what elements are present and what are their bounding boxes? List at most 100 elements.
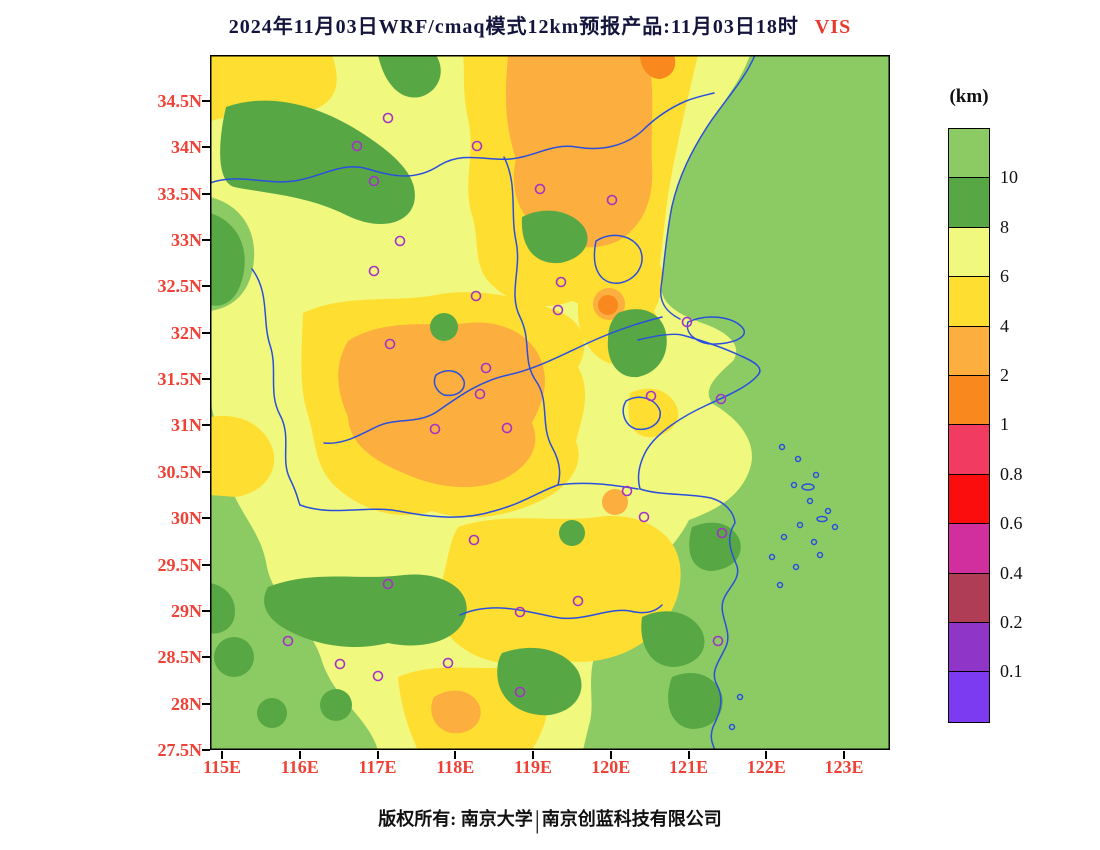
province-border-north: [210, 92, 715, 184]
lon-tick-label: 122E: [746, 757, 786, 777]
colorbar-box: [949, 672, 989, 722]
contour-region: [439, 516, 681, 664]
province-border-south2: [459, 604, 663, 620]
lat-tick-label: 31N: [171, 415, 202, 436]
contour-region: [628, 388, 679, 438]
city-station-marker: [384, 338, 396, 350]
lon-tick-label: 123E: [824, 757, 864, 777]
lat-tick-mark: [202, 609, 210, 612]
lon-tick-mark: [454, 751, 457, 759]
city-station-marker: [368, 265, 380, 277]
contour-region: [220, 100, 415, 225]
island: [736, 693, 744, 701]
city-station-marker: [621, 485, 633, 497]
colorbar-box: [949, 227, 989, 278]
island: [780, 533, 788, 541]
lon-tick-mark: [376, 751, 379, 759]
coastline-north: [660, 55, 756, 320]
contour-region: [497, 647, 582, 716]
contour-region: [378, 55, 441, 98]
lat-tick-label: 33.5N: [157, 183, 203, 204]
lat-tick-label: 30N: [171, 508, 202, 529]
lat-tick-mark: [202, 702, 210, 705]
lat-tick-mark: [202, 424, 210, 427]
lon-tick-mark: [532, 751, 534, 759]
contour-region: [641, 611, 705, 667]
city-station-marker: [372, 670, 384, 682]
city-station-marker: [606, 194, 618, 206]
lon-tick-mark: [609, 751, 612, 759]
lon-tick-mark: [687, 751, 690, 759]
colorbar-box: [949, 425, 989, 475]
colorbar-tick-label: 0.6: [1000, 513, 1023, 534]
province-border-south: [299, 482, 639, 518]
contour-region: [210, 583, 235, 634]
coastline-south: [637, 333, 761, 750]
city-station-marker: [555, 276, 567, 288]
island: [768, 553, 776, 561]
colorbar-tick-label: 2: [1000, 365, 1009, 385]
contour-region: [320, 689, 352, 721]
city-station-marker: [334, 658, 346, 670]
contour-region: [430, 313, 458, 341]
visibility-map: [210, 55, 890, 750]
yangtze-river: [323, 316, 663, 445]
lon-tick-mark: [221, 751, 223, 759]
island: [796, 521, 804, 529]
lon-tick-label: 120E: [591, 757, 631, 777]
lon-tick-label: 115E: [202, 757, 241, 777]
footer-separator: |: [534, 807, 540, 834]
city-station-marker: [429, 423, 441, 435]
colorbar-boxes: [948, 128, 990, 723]
lon-tick-mark: [843, 751, 845, 759]
colorbar-tick-label: 0.2: [1000, 612, 1023, 632]
colorbar-box: [949, 622, 989, 673]
contour-region: [521, 210, 588, 264]
copyright-company: 南京创蓝科技有限公司: [541, 809, 722, 829]
colorbar-tick-label: 1: [1000, 414, 1009, 435]
vis-8-10km-regions: [210, 55, 741, 729]
contour-region: [210, 213, 245, 306]
lat-tick-mark: [202, 656, 210, 659]
copyright-footer: 版权所有: 南京大学| 南京创蓝科技有限公司: [0, 805, 1100, 835]
lat-tick-label: 29N: [171, 600, 202, 621]
colorbar-tick-label: 4: [1000, 315, 1009, 336]
city-station-marker: [572, 595, 584, 607]
copyright-owner: 版权所有: 南京大学: [378, 809, 533, 829]
island: [824, 507, 832, 515]
island: [816, 551, 824, 559]
city-station-marker: [468, 534, 480, 546]
city-station-marker: [681, 316, 693, 328]
colorbar-tick-label: 0.1: [1000, 661, 1023, 682]
colorbar-tick-label: 6: [1000, 266, 1009, 287]
lat-tick-label: 31.5N: [157, 369, 203, 390]
lat-tick-mark: [202, 285, 210, 288]
colorbar-box: [949, 178, 989, 228]
lat-tick-mark: [202, 378, 210, 381]
lat-tick-mark: [202, 192, 210, 195]
colorbar-box: [949, 524, 989, 574]
lon-tick-label: 118E: [436, 757, 475, 777]
province-border-mid: [503, 156, 561, 486]
offshore-islands: [728, 443, 839, 731]
lon-tick-label: 116E: [280, 757, 319, 777]
city-station-marker: [480, 362, 492, 374]
city-station-marker: [645, 390, 657, 402]
colorbar-box: [949, 474, 989, 525]
city-station-marker: [368, 175, 380, 187]
contour-region: [210, 415, 275, 497]
lat-tick-label: 33N: [171, 230, 202, 251]
chart-variable-label: VIS: [814, 16, 852, 38]
lat-tick-mark: [202, 146, 210, 149]
city-station-marker: [712, 635, 724, 647]
city-station-marker: [382, 578, 394, 590]
island: [831, 523, 839, 531]
lat-tick-label: 34N: [171, 137, 202, 158]
lat-tick-mark: [202, 563, 210, 566]
island: [790, 481, 798, 489]
contour-region: [431, 690, 481, 734]
contour-region: [559, 520, 585, 546]
lon-tick-mark: [298, 751, 301, 759]
lat-tick-mark: [202, 100, 210, 102]
colorbar-box: [949, 277, 989, 327]
